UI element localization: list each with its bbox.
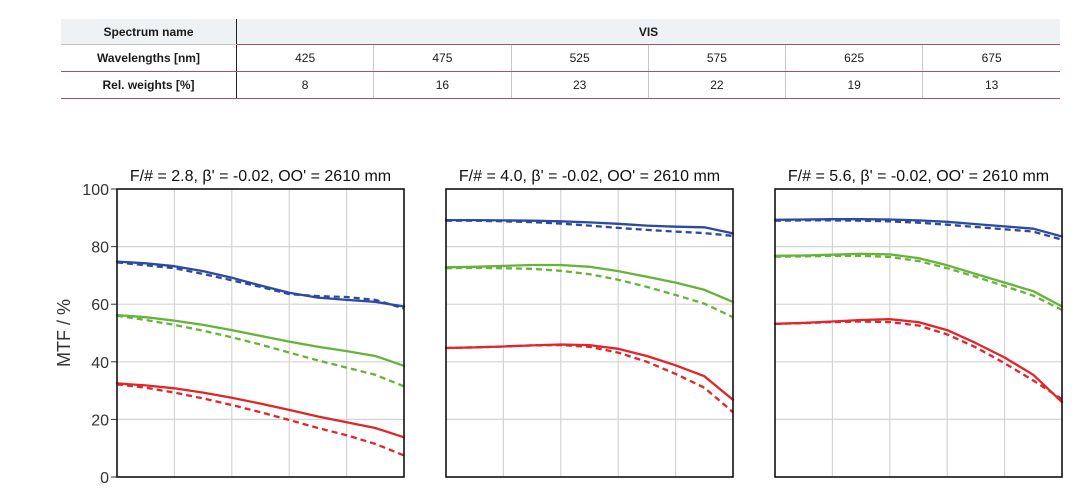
mtf-curve-blue-solid [773, 218, 1064, 238]
wavelength-row: Wavelengths [nm] 425 475 525 575 625 675 [61, 44, 1060, 72]
mtf-panel-2: F/# = 4.0, β' = -0.02, OO' = 2610 mm [444, 168, 735, 478]
mtf-curve-red-solid [773, 318, 1064, 404]
y-tick-label: 20 [91, 412, 109, 429]
spectrum-table: Spectrum name VIS Wavelengths [nm] 425 4… [61, 19, 1060, 99]
wavelength-cell: 475 [373, 44, 511, 72]
mtf-curve-blue-solid [115, 260, 406, 308]
mtf-panel-1: F/# = 2.8, β' = -0.02, OO' = 2610 mm [115, 168, 406, 478]
weight-cell: 22 [647, 71, 786, 99]
mtf-curve-blue-dashed [116, 261, 405, 310]
y-tick-label: 0 [100, 470, 109, 487]
weight-cell: 13 [922, 71, 1060, 99]
y-tick-label: 100 [82, 182, 109, 199]
weight-cell: 16 [373, 71, 511, 99]
mtf-curve-red-solid [115, 382, 406, 439]
panel-title: F/# = 5.6, β' = -0.02, OO' = 2610 mm [788, 168, 1049, 185]
mtf-curve-red-dashed [116, 383, 405, 457]
panel-title: F/# = 4.0, β' = -0.02, OO' = 2610 mm [459, 168, 720, 185]
mtf-curve-green-dashed [445, 266, 734, 319]
weight-cell: 8 [236, 71, 374, 99]
mtf-curve-red-dashed [774, 320, 1063, 401]
spectrum-name-label: Spectrum name [61, 19, 237, 45]
spectrum-row: Spectrum name VIS [61, 19, 1060, 45]
chart-panels: F/# = 2.8, β' = -0.02, OO' = 2610 mm F/# … [115, 168, 1064, 478]
wavelength-cell: 425 [236, 44, 374, 72]
y-axis-ticks: 0 20 40 60 80 100 [82, 182, 117, 487]
panel-title: F/# = 2.8, β' = -0.02, OO' = 2610 mm [130, 168, 391, 185]
y-tick-label: 60 [91, 297, 109, 314]
mtf-curve-red-dashed [445, 343, 734, 414]
wavelength-label: Wavelengths [nm] [61, 44, 237, 72]
mtf-curve-blue-solid [444, 218, 735, 235]
mtf-curve-green-dashed [774, 254, 1063, 312]
mtf-curve-blue-dashed [774, 219, 1063, 241]
mtf-curve-blue-dashed [446, 219, 734, 238]
plot-frame [116, 188, 405, 478]
mtf-curve-red-solid [444, 343, 735, 401]
weights-label: Rel. weights [%] [61, 71, 237, 99]
mtf-panel-3: F/# = 5.6, β' = -0.02, OO' = 2610 mm [773, 168, 1064, 478]
mtf-curve-green-dashed [116, 314, 405, 388]
weights-row: Rel. weights [%] 8 16 23 22 19 13 [61, 71, 1060, 99]
y-tick-label: 40 [91, 355, 109, 372]
y-tick-label: 80 [91, 240, 109, 257]
weight-cell: 23 [510, 71, 649, 99]
weight-cell: 19 [784, 71, 923, 99]
mtf-curve-green-solid [773, 252, 1064, 308]
y-axis-label: MTF / % [54, 299, 74, 367]
plot-frame [445, 188, 734, 478]
mtf-curve-green-solid [115, 313, 406, 367]
spectrum-name-value: VIS [236, 19, 1060, 45]
plot-frame [774, 188, 1063, 478]
mtf-curve-green-solid [444, 263, 735, 304]
